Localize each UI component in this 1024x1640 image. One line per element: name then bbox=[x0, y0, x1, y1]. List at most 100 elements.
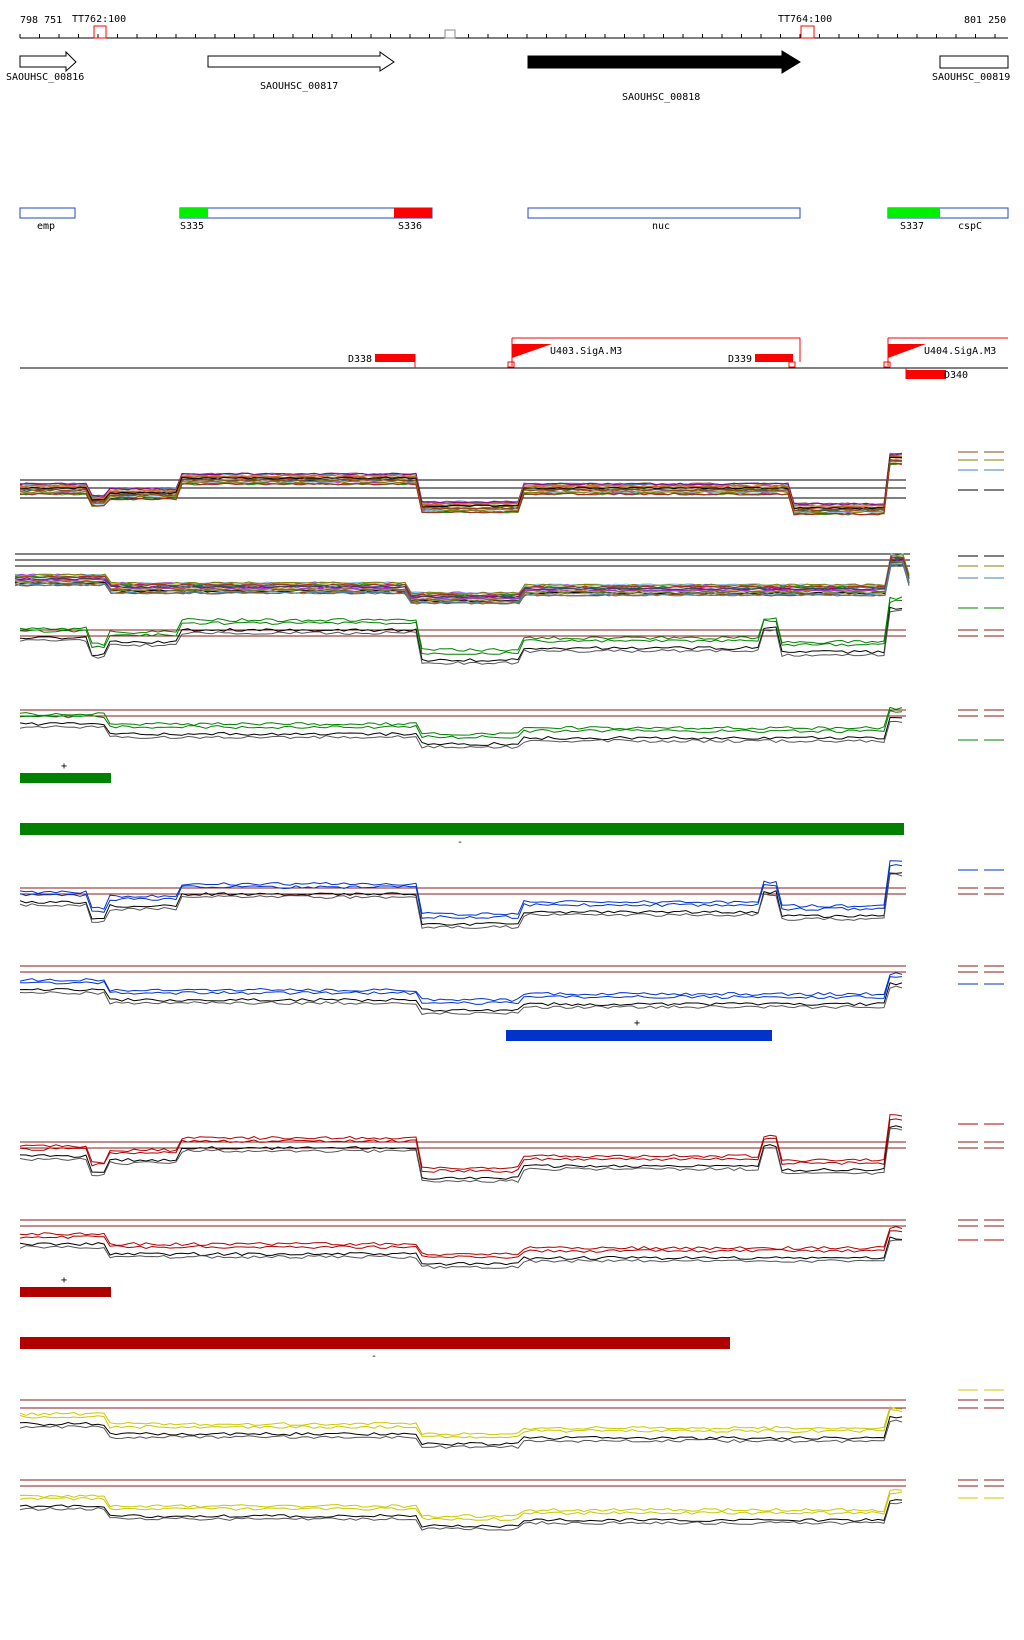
terminator-marker-tt762 bbox=[93, 25, 107, 39]
blue-minus-profile bbox=[19, 965, 1004, 1015]
blue-plus-profile bbox=[19, 860, 1004, 930]
ruler-start-label: 798 751 bbox=[20, 15, 62, 26]
gene-label-00819: SAOUHSC_00819 bbox=[932, 72, 1010, 83]
reference-profile-line bbox=[19, 1419, 903, 1449]
green-plus-profile bbox=[19, 596, 1004, 665]
downstream-label-d339: D339 bbox=[728, 354, 752, 365]
overlay-line bbox=[14, 563, 910, 605]
gene-label-00816: SAOUHSC_00816 bbox=[6, 72, 84, 83]
green-plus-segment bbox=[20, 773, 111, 783]
feature-label-s335: S335 bbox=[180, 221, 204, 232]
overlay-line bbox=[14, 560, 910, 601]
condition-line bbox=[19, 1489, 903, 1518]
feature-box-nuc bbox=[527, 207, 801, 219]
multi-condition-panel-2 bbox=[14, 553, 1004, 605]
feature-track: emp S335 S336 nuc S337 cspC bbox=[19, 207, 1009, 232]
segment-start-s335 bbox=[180, 208, 208, 218]
yellow-profile-2 bbox=[19, 1479, 1004, 1531]
overlay-line bbox=[19, 456, 903, 510]
reference-profile-line bbox=[19, 1236, 903, 1266]
condition-line bbox=[19, 1226, 903, 1257]
green-plus-strand-label: + bbox=[61, 761, 67, 772]
reference-profile-line bbox=[19, 1415, 903, 1446]
condition-line bbox=[19, 709, 903, 740]
downstream-label-d338: D338 bbox=[348, 354, 372, 365]
gene-arrow-00817 bbox=[207, 51, 395, 72]
ruler-track: 798 751 801 250 TT762:100 TT764:100 bbox=[19, 14, 1008, 39]
promoter-foot-u403 bbox=[507, 361, 515, 368]
red-plus-profile bbox=[19, 1114, 1004, 1183]
condition-line bbox=[19, 599, 903, 655]
gene-label-00817: SAOUHSC_00817 bbox=[260, 81, 338, 92]
blue-plus-strand-label: + bbox=[634, 1018, 640, 1029]
gene-track: SAOUHSC_00816 SAOUHSC_00817 SAOUHSC_0081… bbox=[6, 50, 1010, 103]
overlay-line bbox=[19, 454, 903, 508]
blue-plus-segment bbox=[506, 1030, 772, 1041]
ruler-end-label: 801 250 bbox=[964, 15, 1006, 26]
green-minus-profile bbox=[19, 706, 1004, 749]
red-minus-segment bbox=[20, 1337, 730, 1349]
reference-profile-line bbox=[19, 1127, 903, 1183]
reference-profile-line bbox=[19, 720, 903, 749]
condition-line bbox=[19, 1409, 903, 1439]
promoter-flag-u404 bbox=[888, 344, 926, 358]
condition-line bbox=[19, 1230, 903, 1259]
downstream-bar-d340 bbox=[906, 370, 946, 379]
condition-line bbox=[19, 972, 903, 1002]
ruler-gap-marker bbox=[444, 29, 456, 39]
condition-line bbox=[19, 1406, 903, 1436]
feature-box-emp bbox=[19, 207, 76, 219]
yellow-profile-1 bbox=[19, 1389, 1004, 1449]
reference-profile-line bbox=[19, 609, 903, 665]
condition-line bbox=[19, 864, 903, 919]
overlay-line bbox=[14, 561, 910, 603]
segment-start-s337 bbox=[888, 208, 940, 218]
reference-profile-line bbox=[19, 985, 903, 1015]
gene-label-00818: SAOUHSC_00818 bbox=[622, 92, 700, 103]
downstream-bar-d339 bbox=[755, 354, 793, 362]
red-plus-segment bbox=[20, 1287, 111, 1297]
ruler-ticks bbox=[19, 34, 996, 38]
green-minus-segment bbox=[20, 823, 904, 835]
overlay-line bbox=[19, 452, 903, 506]
terminator-label-tt762: TT762:100 bbox=[72, 14, 126, 25]
downstream-label-d340: D340 bbox=[944, 370, 968, 381]
terminator-label-tt764: TT764:100 bbox=[778, 14, 832, 25]
overlay-line bbox=[14, 557, 910, 599]
feature-label-cspc: cspC bbox=[958, 221, 982, 232]
promoter-flag-u403 bbox=[512, 344, 552, 358]
segment-end-s336 bbox=[394, 208, 432, 218]
reference-profile-line bbox=[19, 1239, 903, 1269]
reference-profile-line bbox=[19, 1499, 903, 1528]
multi-condition-panel-1 bbox=[19, 451, 1004, 516]
reference-profile-line bbox=[19, 982, 903, 1012]
gene-arrow-00816 bbox=[19, 50, 77, 73]
red-minus-profile bbox=[19, 1219, 1004, 1269]
condition-line bbox=[19, 706, 903, 736]
feature-label-emp: emp bbox=[37, 221, 55, 232]
feature-label-s337: S337 bbox=[900, 221, 924, 232]
downstream-bar-d338 bbox=[375, 354, 415, 362]
reference-profile-line bbox=[19, 1501, 903, 1531]
overlay-line bbox=[19, 460, 903, 514]
promoter-foot-u404 bbox=[883, 361, 891, 368]
condition-line bbox=[19, 1491, 903, 1521]
condition-line bbox=[19, 976, 903, 1005]
condition-line bbox=[19, 1118, 903, 1174]
promoter-label-u404: U404.SigA.M3 bbox=[924, 346, 996, 357]
red-plus-strand-label: + bbox=[61, 1275, 67, 1286]
overlay-line bbox=[19, 462, 903, 516]
condition-line bbox=[19, 860, 903, 916]
gene-box-00819 bbox=[939, 55, 1009, 69]
condition-line bbox=[19, 1114, 903, 1170]
reference-profile-line bbox=[19, 716, 903, 746]
overlay-line bbox=[14, 554, 910, 595]
reference-profile-line bbox=[19, 872, 903, 926]
condition-line bbox=[19, 596, 903, 652]
overlay-line bbox=[14, 556, 910, 597]
reference-profile-line bbox=[19, 1125, 903, 1180]
downstream-foot-d339 bbox=[788, 361, 796, 368]
regulatory-track: U403.SigA.M3 U404.SigA.M3 D338 D339 D340 bbox=[20, 337, 1008, 381]
reference-profile-line bbox=[19, 606, 903, 663]
